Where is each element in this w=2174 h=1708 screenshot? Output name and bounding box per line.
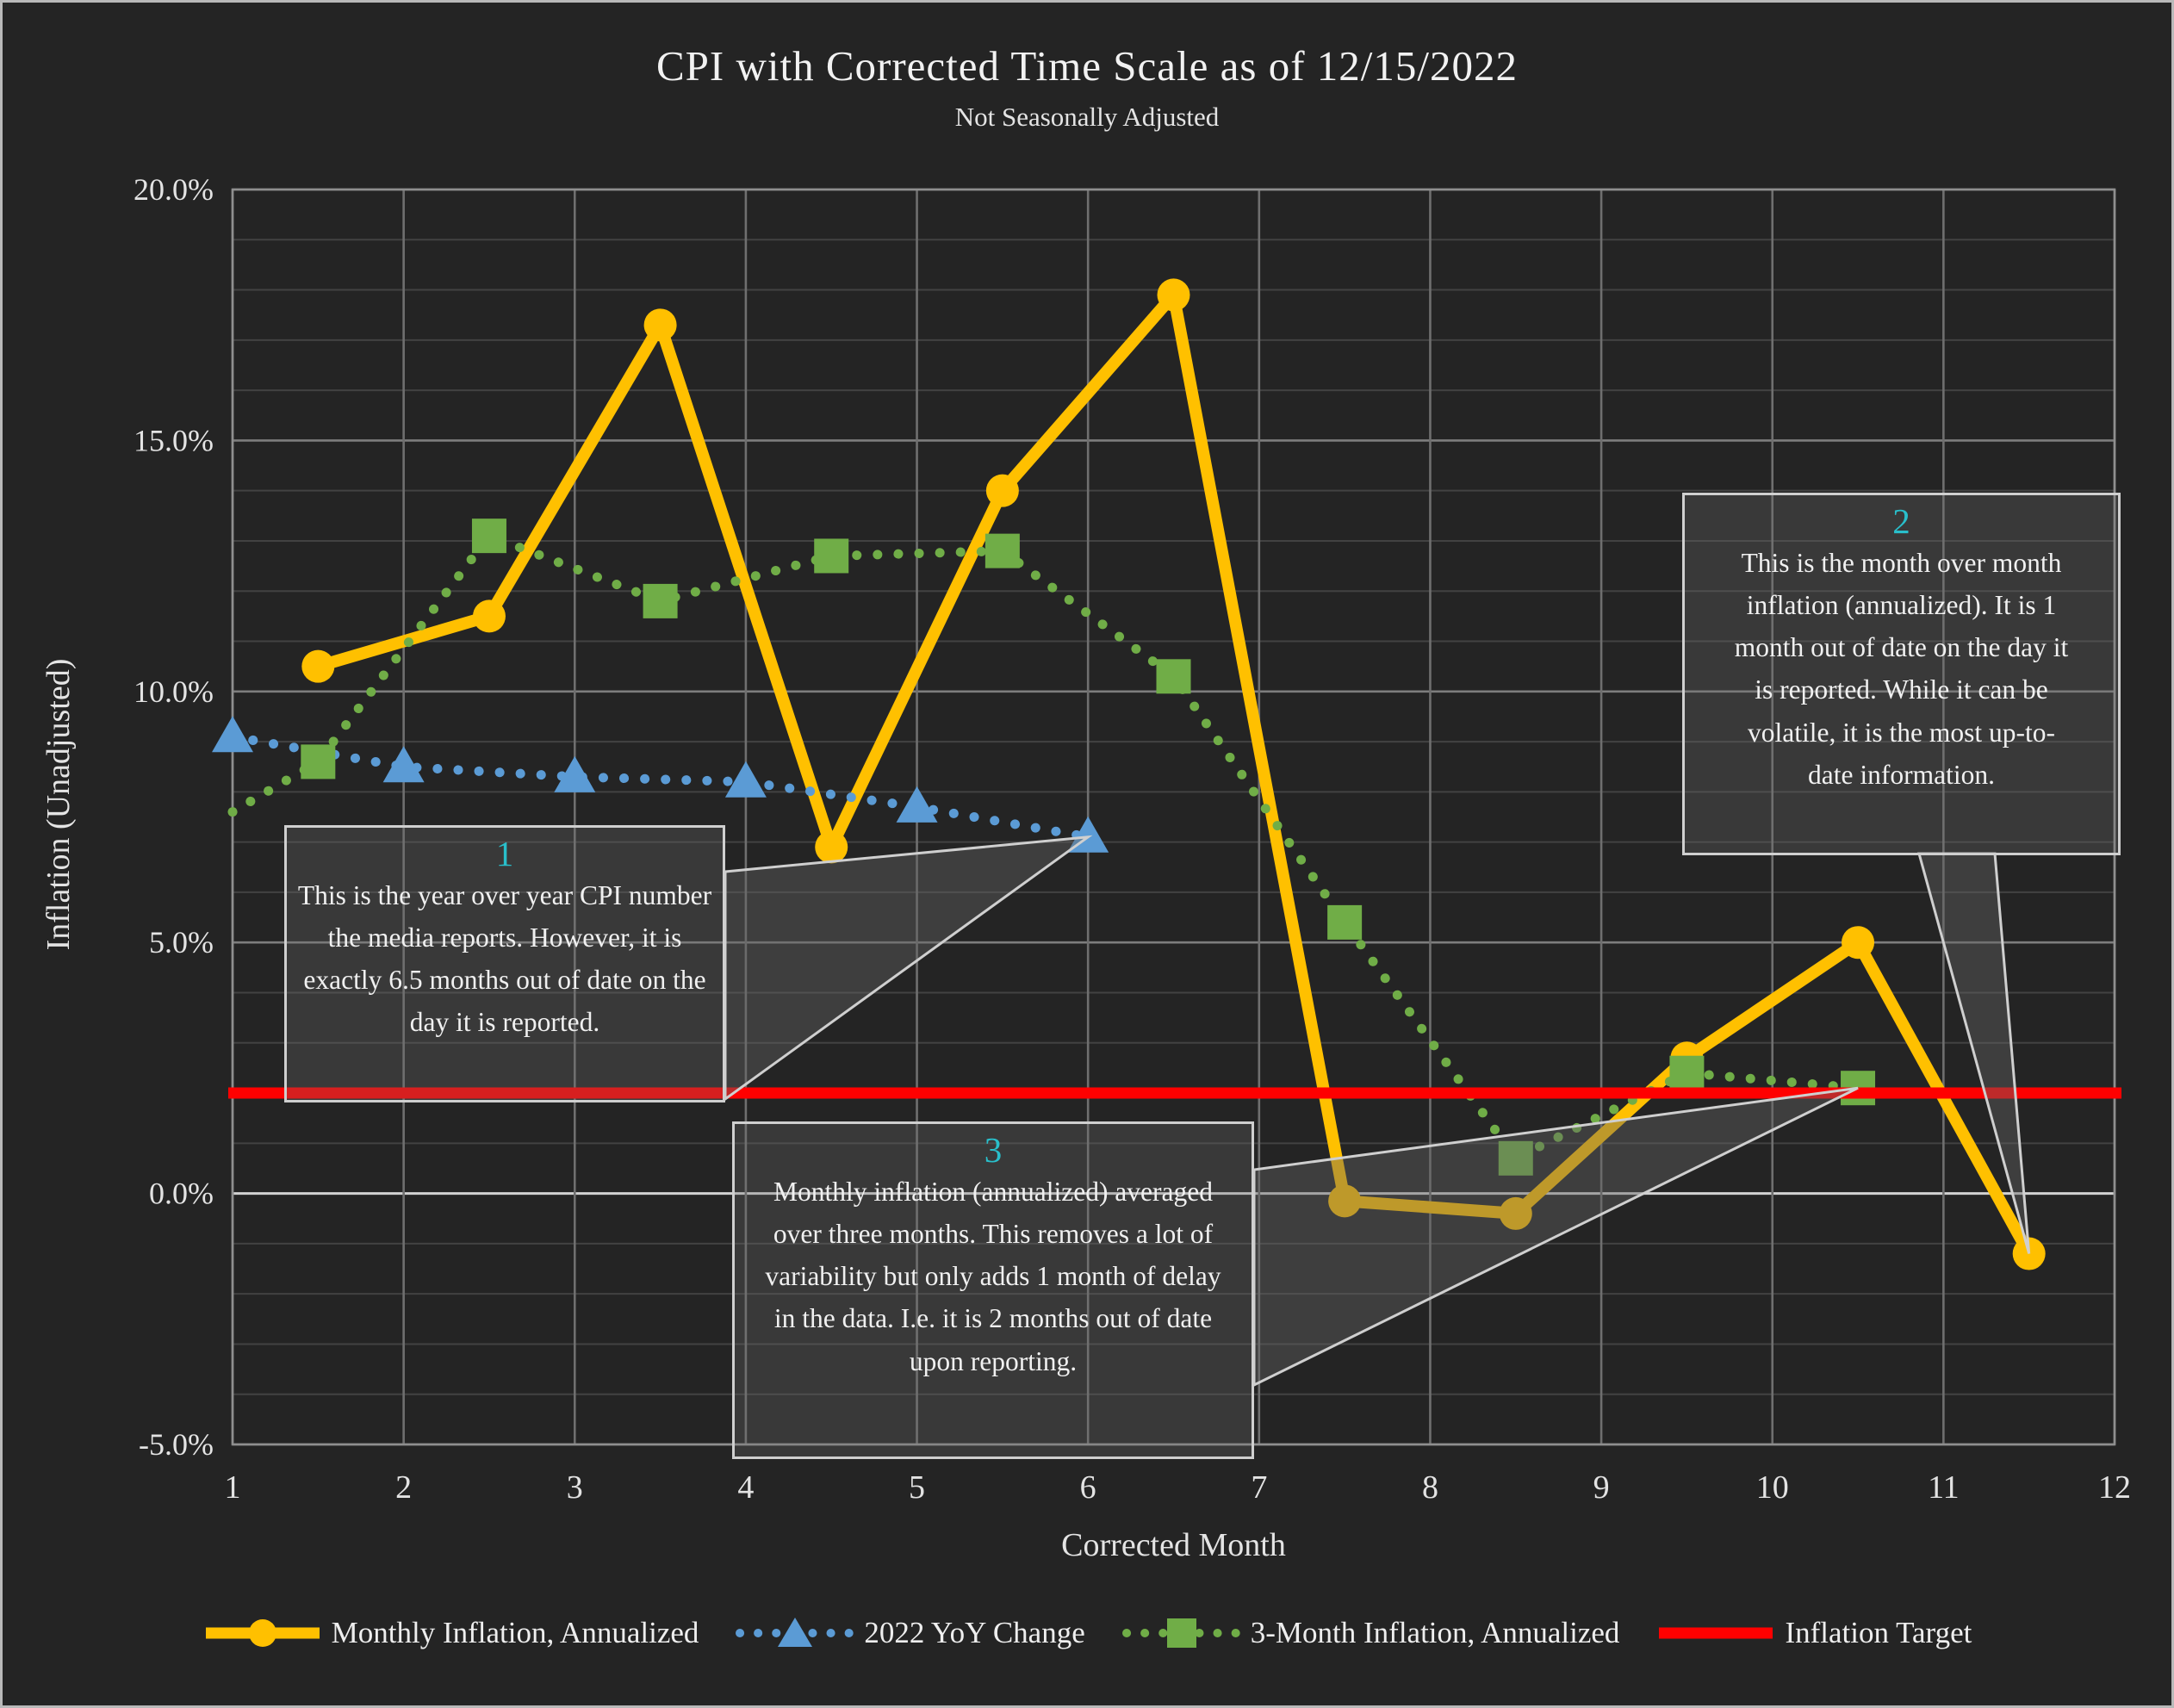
circle-marker <box>815 830 848 864</box>
y-tick-label: 20.0% <box>134 172 214 207</box>
legend-label: 2022 YoY Change <box>864 1616 1085 1649</box>
annotation-callout-2: 2 This is the month over month inflation… <box>1682 493 2121 855</box>
series-line <box>227 731 1093 842</box>
legend-label: 3-Month Inflation, Annualized <box>1250 1616 1620 1649</box>
x-tick-label: 8 <box>1422 1469 1438 1506</box>
x-tick-label: 2 <box>395 1469 412 1506</box>
legend-label: Inflation Target <box>1785 1616 1972 1649</box>
legend-swatch-yellow-circle <box>205 1619 320 1647</box>
x-tick-label: 12 <box>2098 1469 2131 1506</box>
legend-swatch-red-line <box>1659 1627 1773 1639</box>
circle-marker <box>301 649 335 683</box>
y-tick-label: 10.0% <box>134 674 214 709</box>
series-2022-yoy-change <box>212 716 1109 853</box>
y-tick-label: 15.0% <box>134 423 214 457</box>
legend-item-inflation-target: Inflation Target <box>1655 1616 1972 1650</box>
circle-marker <box>472 599 506 633</box>
annotation-number: 3 <box>984 1130 1003 1170</box>
x-tick-label: 5 <box>909 1469 925 1506</box>
plot-border <box>231 188 2116 1446</box>
annotation-3-leader <box>1252 1086 1859 1388</box>
circle-marker <box>643 308 677 342</box>
x-tick-label: 10 <box>1756 1469 1789 1506</box>
square-marker <box>643 583 678 618</box>
square-marker <box>1498 1140 1533 1176</box>
square-marker <box>1156 659 1191 694</box>
legend-swatch-green-square <box>1121 1618 1241 1648</box>
chart-subtitle: Not Seasonally Adjusted <box>954 102 1220 132</box>
x-tick-label: 4 <box>737 1469 754 1506</box>
chart-title: CPI with Corrected Time Scale as of 12/1… <box>655 42 1519 90</box>
series-monthly-inflation-annualized <box>301 278 2046 1270</box>
axis-tick-labels: 20.0%15.0%10.0%5.0%0.0%-5.0%1 2 3 4 5 6 7 8 9 10 1… <box>134 172 2131 1506</box>
triangle-marker <box>212 716 253 753</box>
annotation-callout-3: 3 Monthly inflation (annualized) average… <box>732 1121 1254 1459</box>
y-tick-label: 5.0% <box>149 925 214 960</box>
square-marker <box>301 744 336 779</box>
square-marker <box>1327 904 1363 940</box>
circle-marker <box>985 474 1019 507</box>
legend: Monthly Inflation, Annualized 2022 YoY C… <box>0 1616 2174 1650</box>
y-tick-label: -5.0% <box>139 1427 214 1462</box>
x-tick-label: 6 <box>1080 1469 1096 1506</box>
x-tick-label: 7 <box>1251 1469 1267 1506</box>
legend-item-3-month-inflation: 3-Month Inflation, Annualized <box>1121 1616 1620 1650</box>
triangle-marker <box>896 786 938 823</box>
square-marker <box>985 533 1020 568</box>
x-tick-label: 11 <box>1928 1469 1960 1506</box>
annotation-text: This is the month over month inflation (… <box>1734 548 2069 790</box>
x-tick-label: 1 <box>225 1469 241 1506</box>
annotation-number: 1 <box>495 834 514 873</box>
triangle-marker <box>554 755 596 792</box>
legend-swatch-blue-triangle <box>736 1618 855 1647</box>
circle-marker <box>1842 926 1875 960</box>
annotation-text: Monthly inflation (annualized) averaged … <box>765 1177 1221 1376</box>
x-tick-label: 3 <box>567 1469 583 1506</box>
y-tick-label: 0.0% <box>149 1177 214 1211</box>
legend-item-yoy-change: 2022 YoY Change <box>735 1616 1085 1650</box>
legend-label: Monthly Inflation, Annualized <box>331 1616 699 1649</box>
circle-marker <box>1157 278 1190 312</box>
triangle-marker <box>724 761 767 798</box>
annotation-number: 2 <box>1892 501 1910 541</box>
x-tick-label: 9 <box>1593 1469 1610 1506</box>
x-axis-title: Corrected Month <box>1061 1527 1286 1563</box>
square-marker <box>1669 1055 1705 1090</box>
series-3-month-inflation-annualized <box>227 519 1876 1176</box>
circle-marker <box>1328 1184 1362 1218</box>
annotation-text: This is the year over year CPI number th… <box>297 880 712 1038</box>
legend-item-monthly-inflation: Monthly Inflation, Annualized <box>202 1616 699 1650</box>
y-axis-title: Inflation (Unadjusted) <box>40 658 77 951</box>
annotation-callout-1: 1 This is the year over year CPI number … <box>284 825 725 1102</box>
annotation-1-leader <box>724 835 1093 1102</box>
triangle-marker <box>382 746 425 783</box>
circle-marker <box>1499 1196 1532 1230</box>
square-marker <box>814 538 849 574</box>
square-marker <box>471 519 506 554</box>
